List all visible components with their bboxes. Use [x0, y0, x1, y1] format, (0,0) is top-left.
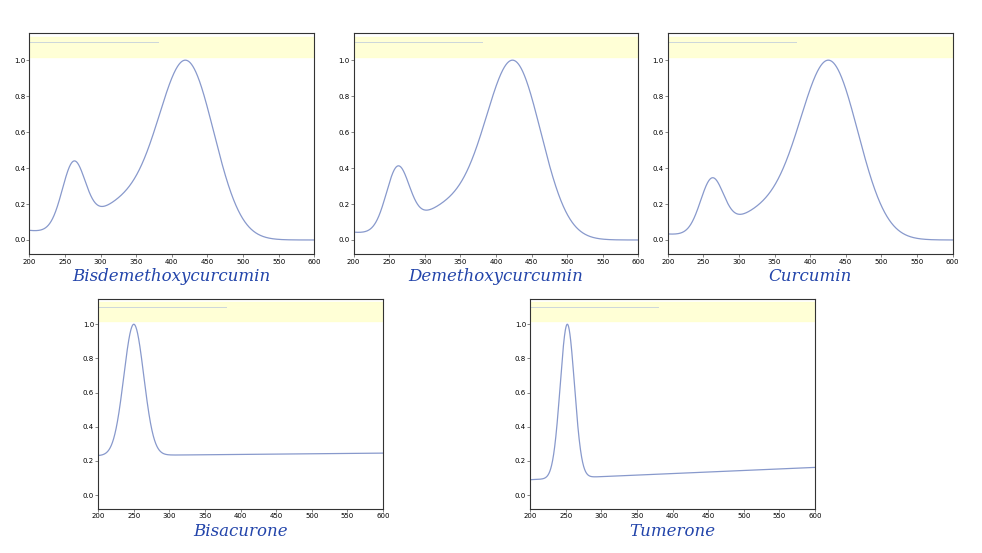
- Text: Bisdemethoxycurcumin: Bisdemethoxycurcumin: [73, 268, 271, 285]
- Bar: [530, 302, 815, 321]
- Text: Demethoxycurcumin: Demethoxycurcumin: [409, 268, 583, 285]
- Text: Tumerone: Tumerone: [629, 523, 716, 540]
- Bar: [668, 37, 953, 56]
- Text: Curcumin: Curcumin: [769, 268, 851, 285]
- Bar: [354, 37, 638, 56]
- Bar: [98, 302, 383, 321]
- Text: Bisacurone: Bisacurone: [193, 523, 288, 540]
- Bar: [29, 37, 314, 56]
